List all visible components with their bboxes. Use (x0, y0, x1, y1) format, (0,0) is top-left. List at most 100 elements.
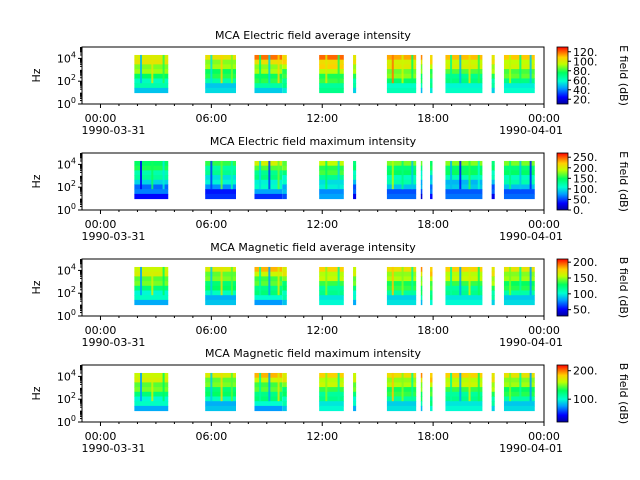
data-streak (411, 266, 414, 296)
data-streak (450, 372, 453, 402)
data-band (205, 266, 236, 306)
data-streak (519, 160, 522, 190)
data-cell (420, 83, 423, 89)
x-tick-label: 00:00 (528, 324, 560, 337)
data-band (282, 160, 287, 200)
colorbar-tick-label: 50. (573, 193, 591, 206)
data-cell (430, 170, 433, 176)
data-band (491, 54, 495, 94)
data-cell (282, 391, 287, 397)
data-cell (282, 271, 287, 277)
data-cell (353, 165, 357, 171)
data-cell (420, 405, 423, 412)
data-cell (445, 387, 483, 393)
data-cell (282, 387, 287, 393)
data-streak (459, 372, 462, 402)
data-cell (491, 391, 495, 397)
data-streak (325, 266, 328, 296)
data-cell (319, 387, 344, 393)
data-cell (445, 83, 483, 89)
data-streak (468, 160, 471, 190)
data-cell (319, 377, 344, 383)
data-streak (509, 372, 512, 402)
data-band (254, 160, 283, 200)
data-band (134, 266, 169, 306)
data-cell (353, 179, 357, 185)
data-cell (205, 83, 236, 89)
data-cell (282, 266, 287, 273)
data-cell (134, 189, 169, 195)
data-cell (491, 266, 495, 273)
data-cell (445, 299, 483, 306)
y-tick-label: 104 (57, 262, 76, 277)
colorbar-tick-label: 150. (573, 272, 598, 285)
data-cell (445, 59, 483, 65)
colorbar-tick-label: 60. (573, 74, 591, 87)
data-streak (401, 372, 404, 402)
data-streak (477, 54, 480, 84)
data-cell (445, 73, 483, 79)
data-cell (491, 87, 495, 94)
data-cell (386, 189, 417, 195)
panel-title: MCA Magnetic field maximum intensity (205, 347, 421, 360)
data-streak (529, 372, 532, 402)
data-cell (430, 165, 433, 171)
data-cell (254, 295, 283, 301)
data-streak (411, 54, 414, 84)
data-cell (353, 299, 357, 306)
data-streak (468, 266, 471, 296)
data-cell (445, 391, 483, 397)
data-streak (230, 266, 233, 296)
data-cell (319, 189, 344, 195)
data-streak (529, 266, 532, 296)
data-cell (205, 405, 236, 412)
data-cell (319, 179, 344, 185)
data-streak (151, 266, 154, 296)
data-streak (210, 160, 213, 190)
data-cell (445, 78, 483, 84)
data-cell (386, 405, 417, 412)
data-band (386, 54, 417, 94)
data-cell (420, 396, 423, 402)
data-cell (282, 290, 287, 296)
panel-title: MCA Magnetic field average intensity (210, 241, 416, 254)
y-axis-label: Hz (30, 386, 43, 400)
data-streak (337, 372, 340, 402)
data-cell (353, 382, 357, 388)
data-cell (134, 299, 169, 306)
data-cell (282, 160, 287, 167)
x-tick-label: 00:00 (85, 218, 117, 231)
data-streak (277, 160, 280, 190)
colorbar (556, 46, 569, 105)
x-tick-label: 06:00 (196, 218, 228, 231)
data-cell (353, 189, 357, 195)
data-cell (491, 73, 495, 79)
data-cell (353, 401, 357, 407)
data-streak (220, 54, 223, 84)
data-cell (319, 401, 344, 407)
data-band (353, 372, 357, 412)
x-tick-label: 18:00 (417, 218, 449, 231)
data-cell (282, 396, 287, 402)
data-cell (430, 281, 433, 287)
data-streak (401, 54, 404, 84)
x-tick-label: 06:00 (196, 430, 228, 443)
data-cell (386, 401, 417, 407)
data-streak (162, 372, 165, 402)
data-cell (282, 87, 287, 94)
y-tick-label: 100 (57, 414, 76, 429)
data-cell (430, 54, 433, 61)
data-band (319, 372, 344, 412)
data-cell (445, 64, 483, 70)
data-streak (230, 54, 233, 84)
data-cell (282, 179, 287, 185)
data-band (445, 160, 483, 200)
data-cell (420, 87, 423, 94)
x-tick-label: 12:00 (306, 218, 338, 231)
data-cell (420, 184, 423, 190)
data-cell (282, 377, 287, 383)
x-tick-label: 18:00 (417, 324, 449, 337)
data-cell (491, 382, 495, 388)
data-streak (529, 160, 532, 190)
